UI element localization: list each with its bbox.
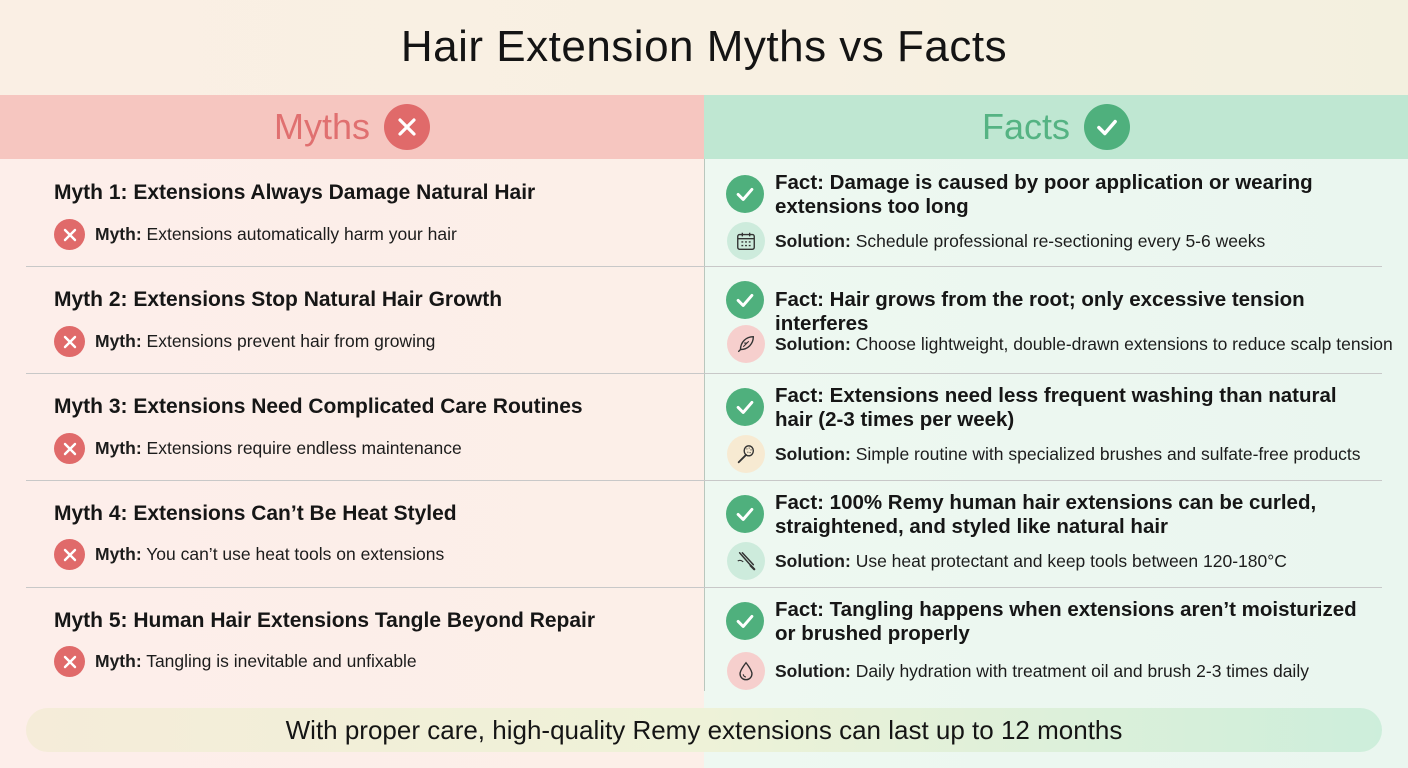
solution-line: Solution: Daily hydration with treatment… (775, 661, 1309, 682)
solution-line: Solution: Schedule professional re-secti… (775, 231, 1265, 252)
row-divider (26, 373, 1382, 374)
check-circle-icon (726, 281, 764, 319)
myth-text: Tangling is inevitable and unfixable (146, 651, 417, 671)
myth-title: Myth 2: Extensions Stop Natural Hair Gro… (54, 288, 503, 311)
solution-text: Choose lightweight, double-drawn extensi… (855, 334, 1393, 354)
fact-text: Fact: Hair grows from the root; only exc… (775, 288, 1305, 335)
brush-icon (727, 435, 765, 473)
myth-title: Myth 5: Human Hair Extensions Tangle Bey… (54, 609, 596, 632)
flat-iron-icon (727, 542, 765, 580)
myth-text: Extensions require endless maintenance (146, 438, 462, 458)
fact-text: Fact: Extensions need less frequent wash… (775, 384, 1337, 431)
check-circle-icon (726, 175, 764, 213)
row-divider (26, 587, 1382, 588)
myth-statement: Myth: Extensions require endless mainten… (54, 433, 462, 464)
footer-banner: With proper care, high-quality Remy exte… (26, 708, 1382, 752)
myth-prefix: Myth: (95, 438, 142, 458)
myth-prefix: Myth: (95, 651, 142, 671)
solution-text: Schedule professional re-sectioning ever… (855, 231, 1266, 251)
solution-text: Use heat protectant and keep tools betwe… (855, 551, 1287, 571)
solution-line: Solution: Simple routine with specialize… (775, 444, 1361, 465)
solution-prefix: Solution: (775, 444, 851, 464)
facts-header: Facts (704, 95, 1408, 159)
row-divider (26, 480, 1382, 481)
myth-statement: Myth: Tangling is inevitable and unfixab… (54, 646, 417, 677)
close-circle-icon (54, 539, 85, 570)
solution-line: Solution: Use heat protectant and keep t… (775, 551, 1287, 572)
solution-text: Daily hydration with treatment oil and b… (855, 661, 1309, 681)
feather-icon (727, 325, 765, 363)
fact-text: Fact: Tangling happens when extensions a… (775, 598, 1357, 645)
myth-text: You can’t use heat tools on extensions (146, 544, 445, 564)
solution-prefix: Solution: (775, 551, 851, 571)
solution-prefix: Solution: (775, 334, 851, 354)
check-circle-icon (726, 388, 764, 426)
check-circle-icon (1084, 104, 1130, 150)
solution-line: Solution: Choose lightweight, double-dra… (775, 334, 1393, 355)
solution-prefix: Solution: (775, 661, 851, 681)
fact-text: Fact: Damage is caused by poor applicati… (775, 171, 1313, 218)
calendar-icon (727, 222, 765, 260)
close-circle-icon (54, 646, 85, 677)
row-divider (26, 266, 1382, 267)
close-circle-icon (54, 326, 85, 357)
myth-text: Extensions prevent hair from growing (146, 331, 436, 351)
myth-statement: Myth: Extensions automatically harm your… (54, 219, 457, 250)
myth-text: Extensions automatically harm your hair (146, 224, 457, 244)
myths-header: Myths (0, 95, 704, 159)
droplet-icon (727, 652, 765, 690)
column-divider (704, 159, 705, 691)
solution-prefix: Solution: (775, 231, 851, 251)
close-circle-icon (384, 104, 430, 150)
check-circle-icon (726, 602, 764, 640)
close-circle-icon (54, 219, 85, 250)
myth-prefix: Myth: (95, 224, 142, 244)
myth-title: Myth 1: Extensions Always Damage Natural… (54, 181, 536, 204)
check-circle-icon (726, 495, 764, 533)
solution-text: Simple routine with specialized brushes … (855, 444, 1361, 464)
close-circle-icon (54, 433, 85, 464)
fact-text: Fact: 100% Remy human hair extensions ca… (775, 491, 1317, 538)
facts-header-label: Facts (981, 106, 1070, 147)
myth-prefix: Myth: (95, 544, 142, 564)
page-title: Hair Extension Myths vs Facts (400, 22, 1008, 71)
myth-title: Myth 3: Extensions Need Complicated Care… (54, 395, 583, 418)
myths-header-label: Myths (273, 106, 370, 147)
myth-prefix: Myth: (95, 331, 142, 351)
title-band (0, 0, 1408, 95)
myth-statement: Myth: Extensions prevent hair from growi… (54, 326, 435, 357)
myth-title: Myth 4: Extensions Can’t Be Heat Styled (54, 502, 457, 525)
myth-statement: Myth: You can’t use heat tools on extens… (54, 539, 444, 570)
